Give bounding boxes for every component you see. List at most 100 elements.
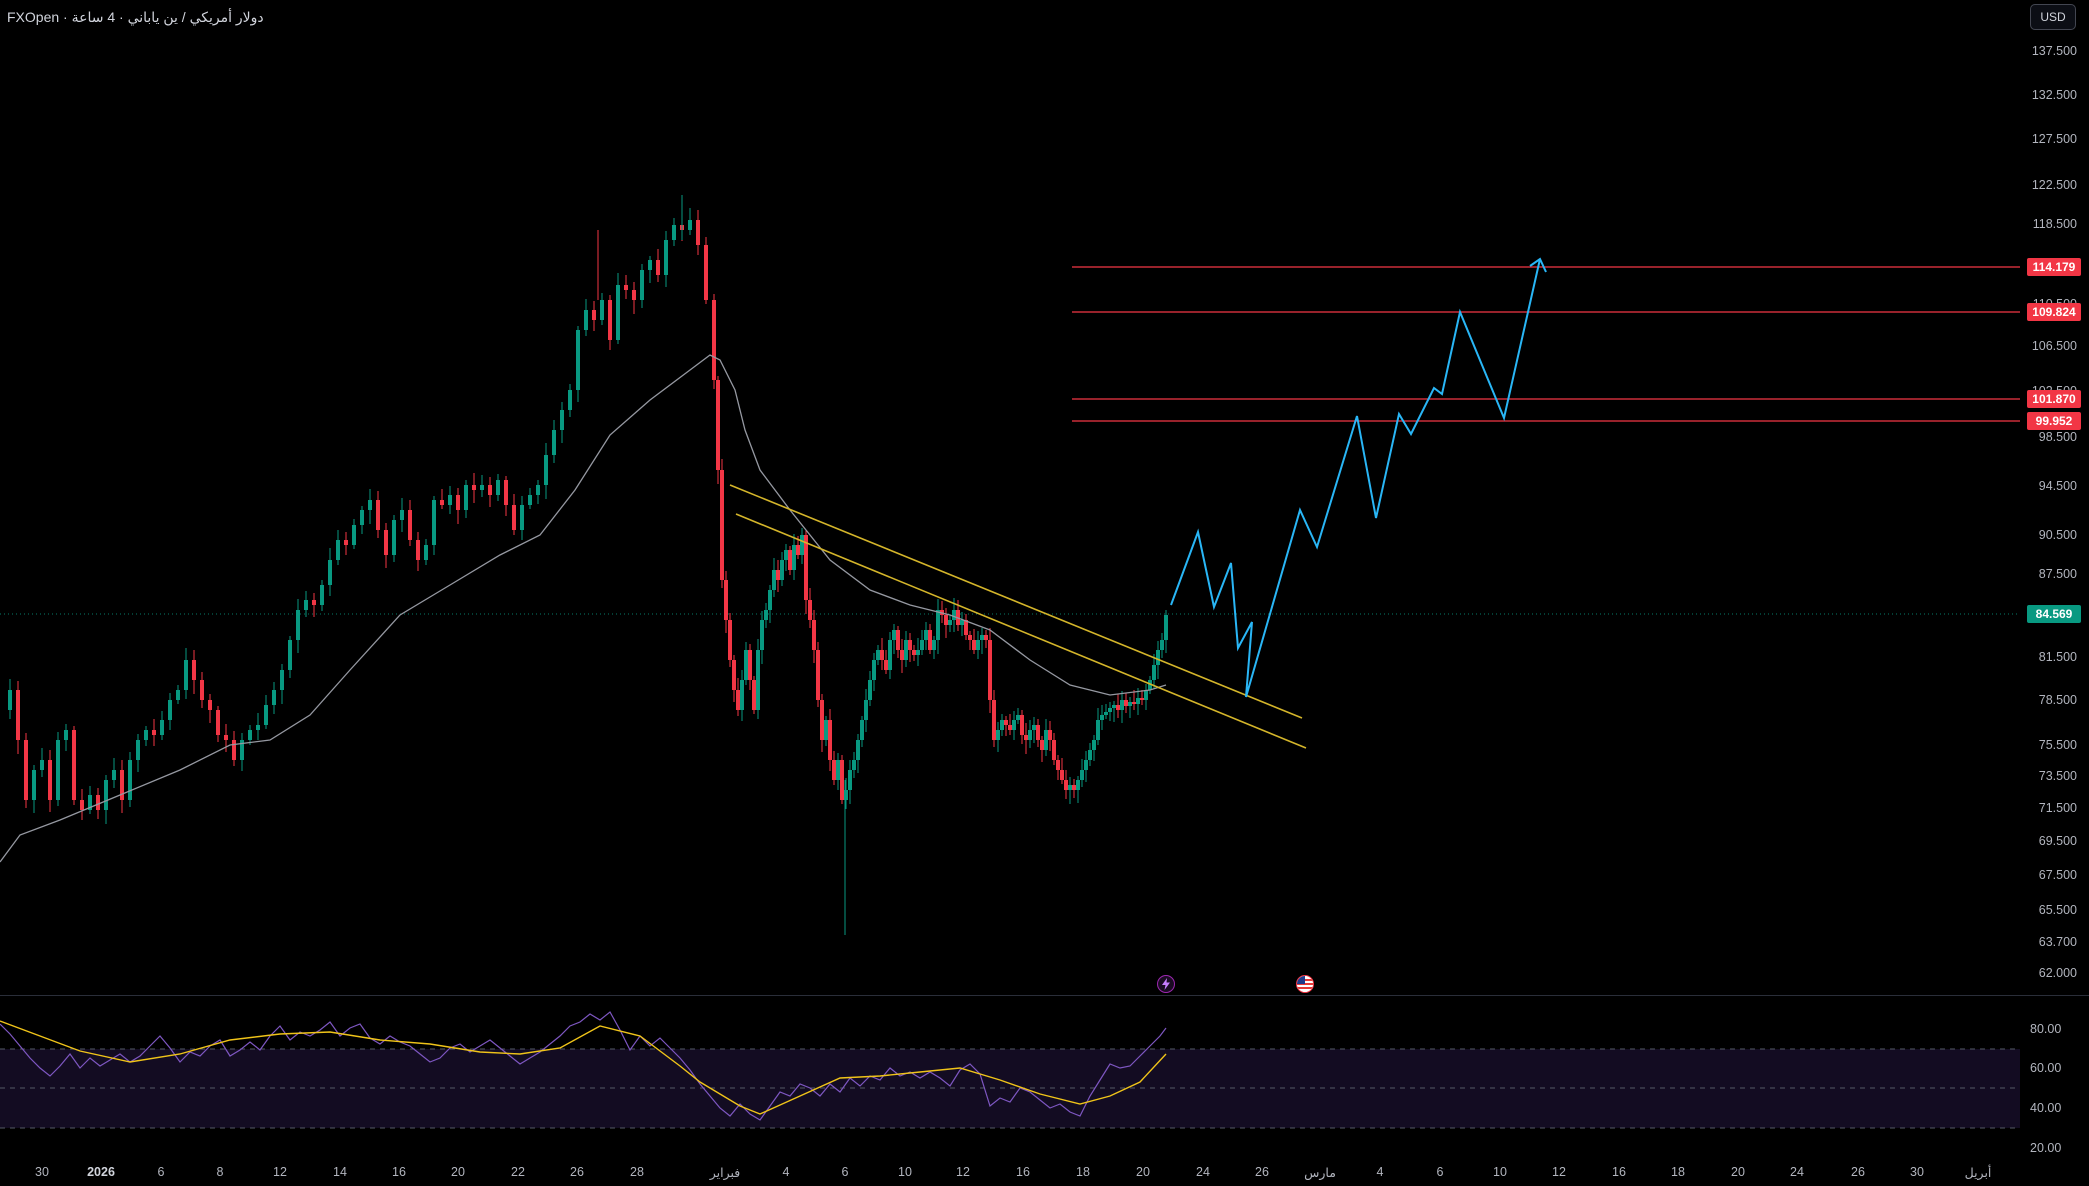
projection-arrowhead (1529, 257, 1547, 273)
candle-body (80, 800, 84, 810)
candle-body (796, 545, 800, 555)
time-axis[interactable]: 30 2026 6 8 12 14 16 20 22 26 28 فبراير 4 6 10 12 16 18 20… (0, 1160, 2020, 1186)
currency-button[interactable]: USD (2030, 4, 2076, 30)
candle-body (972, 640, 976, 650)
candle-body (712, 300, 716, 380)
candle-body (780, 560, 784, 580)
candle-body (1016, 715, 1020, 720)
candle-body (368, 500, 372, 510)
candle-body (328, 560, 332, 585)
price-tick-label: 122.500 (2031, 178, 2077, 192)
time-tick-label: أبريل (1964, 1166, 1992, 1180)
time-tick-label: 4 (782, 1165, 790, 1179)
candle-body (1052, 740, 1056, 760)
time-tick-label: 26 (1255, 1165, 1269, 1179)
candle-body (948, 620, 952, 625)
candle-body (56, 740, 60, 800)
candle-body (128, 760, 132, 800)
candle-body (804, 535, 808, 600)
candle-body (96, 795, 100, 810)
candle-body (296, 610, 300, 640)
candle-body (752, 680, 756, 710)
rsi-scale-label: 40.00 (2030, 1101, 2062, 1115)
candle-body (480, 485, 484, 490)
candle-body (288, 640, 292, 670)
candle-body (200, 680, 204, 700)
rsi-pane[interactable] (0, 996, 2020, 1146)
candle-body (1032, 725, 1036, 730)
candle-body (280, 670, 284, 690)
price-tick-label: 65.500 (2038, 903, 2077, 917)
candle-body (1036, 725, 1040, 740)
candle-body (120, 770, 124, 800)
symbol-title[interactable]: FXOpen · دولار أمريكي / ين ياباني · 4 سا… (7, 9, 264, 25)
candle-body (440, 500, 444, 505)
price-tick-label: 78.500 (2038, 693, 2077, 707)
candle-body (716, 380, 720, 470)
candle-body (1072, 785, 1076, 790)
candle-body (1024, 735, 1028, 740)
lightning-event-icon[interactable] (1157, 975, 1175, 993)
candle-body (1040, 740, 1044, 750)
candle-body (112, 770, 116, 780)
price-tick-label: 87.500 (2038, 567, 2077, 581)
pane-divider[interactable] (0, 995, 2089, 996)
rsi-chart[interactable] (0, 996, 2020, 1146)
main-chart-pane[interactable] (0, 0, 2020, 995)
candle-body (1160, 640, 1164, 650)
candle-body (600, 300, 604, 320)
time-tick-label: 16 (1612, 1165, 1626, 1179)
time-tick-label: 24 (1790, 1165, 1804, 1179)
price-tick-label: 67.500 (2038, 868, 2077, 882)
candle-body (852, 760, 856, 770)
candle-body (1064, 780, 1068, 790)
price-tick-label: 90.500 (2038, 528, 2077, 542)
candle-body (344, 540, 348, 545)
candle-body (932, 640, 936, 650)
candle-body (552, 430, 556, 455)
candle-body (832, 760, 836, 780)
candle-body (576, 330, 580, 390)
candle-body (872, 660, 876, 680)
candle-body (868, 680, 872, 700)
candle-body (928, 630, 932, 650)
candle-body (820, 700, 824, 740)
candle-body (912, 650, 916, 655)
candle-body (232, 740, 236, 760)
price-tick-label: 94.500 (2038, 479, 2077, 493)
candle-body (520, 505, 524, 530)
price-tick-label: 127.500 (2031, 132, 2077, 146)
candle-body (1100, 715, 1104, 720)
candle-body (1068, 785, 1072, 790)
candle-body (812, 620, 816, 650)
candle-body (980, 635, 984, 640)
candle-body (544, 455, 548, 485)
price-scale[interactable]: 137.500 132.500 127.500 122.500 118.500 106.5… (2020, 0, 2089, 1186)
time-tick-label: 30 (35, 1165, 49, 1179)
candle-body (1020, 715, 1024, 735)
candle-body (264, 705, 268, 725)
candle-body (496, 480, 500, 495)
candle-body (1096, 720, 1100, 740)
rsi-moving-average (0, 1020, 1167, 1115)
candle-body (1044, 730, 1048, 750)
candle-body (776, 570, 780, 580)
time-tick-label: 28 (630, 1165, 644, 1179)
candle-body (248, 730, 252, 740)
candle-body (964, 620, 968, 635)
candle-body (1004, 720, 1008, 725)
price-chart[interactable] (0, 0, 2020, 995)
candle-body (696, 220, 700, 245)
price-tick-label: 118.500 (2032, 217, 2077, 231)
candle-body (976, 640, 980, 650)
candle-body (48, 760, 52, 800)
candle-body (784, 550, 788, 560)
candle-body (560, 410, 564, 430)
candle-body (1008, 725, 1012, 730)
us-flag-event-icon[interactable] (1296, 975, 1314, 993)
candle-body (960, 620, 964, 625)
candle-body (32, 770, 36, 800)
candle-body (788, 550, 792, 570)
candle-body (512, 505, 516, 530)
candle-body (408, 510, 412, 540)
